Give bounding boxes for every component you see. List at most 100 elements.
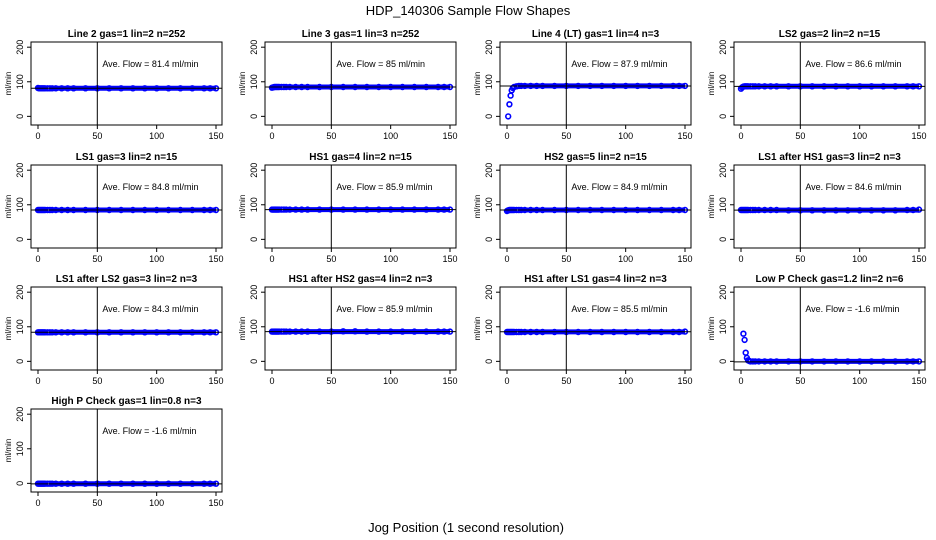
plot-frame xyxy=(733,164,926,249)
x-tick-label: 100 xyxy=(149,254,164,264)
x-tick-label: 150 xyxy=(911,254,926,264)
y-tick-label: 0 xyxy=(718,359,728,364)
x-tick-label: 0 xyxy=(35,498,40,508)
x-tick-label: 50 xyxy=(795,376,805,386)
x-tick-label: 150 xyxy=(442,376,457,386)
x-tick-label: 100 xyxy=(618,376,633,386)
x-tick-label: 50 xyxy=(92,376,102,386)
plot-frame xyxy=(733,286,926,371)
data-point xyxy=(741,336,748,344)
y-axis-label: ml/min xyxy=(4,195,13,219)
y-axis-label: ml/min xyxy=(238,195,247,219)
plot-frame xyxy=(30,408,223,493)
plot-frame xyxy=(30,164,223,249)
x-tick-label: 50 xyxy=(92,131,102,141)
panel-title: HS1 after HS2 gas=4 lin=2 n=3 xyxy=(289,274,433,285)
panel-title: LS2 gas=2 lin=2 n=15 xyxy=(779,29,881,40)
y-tick-label: 100 xyxy=(15,441,25,456)
panel-title: High P Check gas=1 lin=0.8 n=3 xyxy=(51,396,202,407)
x-tick-label: 0 xyxy=(738,376,743,386)
y-axis-label: ml/min xyxy=(4,317,13,341)
x-tick-label: 50 xyxy=(561,376,571,386)
x-tick-label: 0 xyxy=(504,376,509,386)
data-point xyxy=(505,113,512,120)
x-tick-label: 0 xyxy=(504,254,509,264)
panel-title: LS1 after LS2 gas=3 lin=2 n=3 xyxy=(56,274,198,285)
y-axis-label: ml/min xyxy=(473,72,482,96)
panel-title: Line 3 gas=1 lin=3 n=252 xyxy=(302,29,420,40)
flow-panel: LS2 gas=2 lin=2 n=15 Ave. Flow = 86.6 ml/… xyxy=(707,29,927,141)
x-tick-label: 50 xyxy=(795,131,805,141)
x-tick-label: 0 xyxy=(269,376,274,386)
y-tick-label: 100 xyxy=(249,74,259,89)
x-tick-label: 0 xyxy=(35,131,40,141)
flow-panel: HS1 after HS2 gas=4 lin=2 n=3 Ave. Flow =… xyxy=(238,274,458,386)
average-flow-label: Ave. Flow = 85 ml/min xyxy=(336,59,425,69)
flow-panel: LS1 after LS2 gas=3 lin=2 n=3 Ave. Flow =… xyxy=(4,274,224,386)
average-flow-label: Ave. Flow = 81.4 ml/min xyxy=(102,59,198,69)
average-flow-label: Ave. Flow = 86.6 ml/min xyxy=(805,59,901,69)
x-tick-label: 50 xyxy=(561,131,571,141)
average-flow-label: Ave. Flow = 84.3 ml/min xyxy=(102,304,198,314)
x-tick-label: 100 xyxy=(149,376,164,386)
average-flow-label: Ave. Flow = 85.9 ml/min xyxy=(336,304,432,314)
x-tick-label: 0 xyxy=(738,131,743,141)
y-tick-label: 0 xyxy=(718,114,728,119)
y-tick-label: 200 xyxy=(249,40,259,55)
y-axis-label: ml/min xyxy=(707,195,716,219)
flow-panel: High P Check gas=1 lin=0.8 n=3 Ave. Flow … xyxy=(4,396,224,508)
x-tick-label: 0 xyxy=(738,254,743,264)
x-tick-label: 50 xyxy=(326,131,336,141)
panel-title: Line 2 gas=1 lin=2 n=252 xyxy=(68,29,186,40)
x-tick-label: 50 xyxy=(326,376,336,386)
panel-title: HS2 gas=5 lin=2 n=15 xyxy=(544,152,647,163)
x-tick-label: 50 xyxy=(561,254,571,264)
x-tick-label: 0 xyxy=(269,131,274,141)
y-tick-label: 0 xyxy=(249,114,259,119)
y-axis-label: ml/min xyxy=(473,195,482,219)
average-flow-label: Ave. Flow = 84.8 ml/min xyxy=(102,182,198,192)
y-tick-label: 0 xyxy=(249,237,259,242)
flow-panel: LS1 gas=3 lin=2 n=15 Ave. Flow = 84.8 ml/… xyxy=(4,152,224,264)
y-axis-label: ml/min xyxy=(473,317,482,341)
panel-title: HS1 after LS1 gas=4 lin=2 n=3 xyxy=(524,274,667,285)
plot-frame xyxy=(264,164,457,249)
y-axis-label: ml/min xyxy=(238,317,247,341)
panel-title: LS1 gas=3 lin=2 n=15 xyxy=(76,152,178,163)
flow-panel: LS1 after HS1 gas=3 lin=2 n=3 Ave. Flow =… xyxy=(707,152,927,264)
y-tick-label: 200 xyxy=(15,407,25,422)
y-tick-label: 200 xyxy=(718,285,728,300)
x-tick-label: 150 xyxy=(911,131,926,141)
plot-frame xyxy=(30,41,223,126)
x-tick-label: 150 xyxy=(442,254,457,264)
data-point xyxy=(740,330,747,337)
y-tick-label: 100 xyxy=(718,319,728,334)
average-flow-label: Ave. Flow = 87.9 ml/min xyxy=(571,59,667,69)
x-tick-label: 100 xyxy=(383,376,398,386)
figure-title: HDP_140306 Sample Flow Shapes xyxy=(366,3,571,18)
y-tick-label: 0 xyxy=(484,359,494,364)
x-tick-label: 50 xyxy=(326,254,336,264)
x-tick-label: 100 xyxy=(852,376,867,386)
x-tick-label: 100 xyxy=(383,254,398,264)
y-tick-label: 200 xyxy=(15,40,25,55)
y-tick-label: 100 xyxy=(718,197,728,212)
panel-title: Low P Check gas=1.2 lin=2 n=6 xyxy=(756,274,904,285)
flow-panel: HS1 gas=4 lin=2 n=15 Ave. Flow = 85.9 ml/… xyxy=(238,152,458,264)
y-axis-label: ml/min xyxy=(238,72,247,96)
plot-frame xyxy=(30,286,223,371)
flow-panel: Line 4 (LT) gas=1 lin=4 n=3 Ave. Flow = 8… xyxy=(473,29,693,141)
average-flow-label: Ave. Flow = -1.6 ml/min xyxy=(805,304,899,314)
y-tick-label: 100 xyxy=(15,197,25,212)
y-tick-label: 100 xyxy=(484,74,494,89)
y-axis-label: ml/min xyxy=(707,317,716,341)
x-tick-label: 150 xyxy=(677,254,692,264)
data-point xyxy=(506,101,513,108)
panel-title: Line 4 (LT) gas=1 lin=4 n=3 xyxy=(532,29,660,40)
panel-title: HS1 gas=4 lin=2 n=15 xyxy=(309,152,412,163)
y-tick-label: 0 xyxy=(15,114,25,119)
x-tick-label: 0 xyxy=(35,376,40,386)
x-tick-label: 50 xyxy=(92,498,102,508)
y-tick-label: 0 xyxy=(484,237,494,242)
